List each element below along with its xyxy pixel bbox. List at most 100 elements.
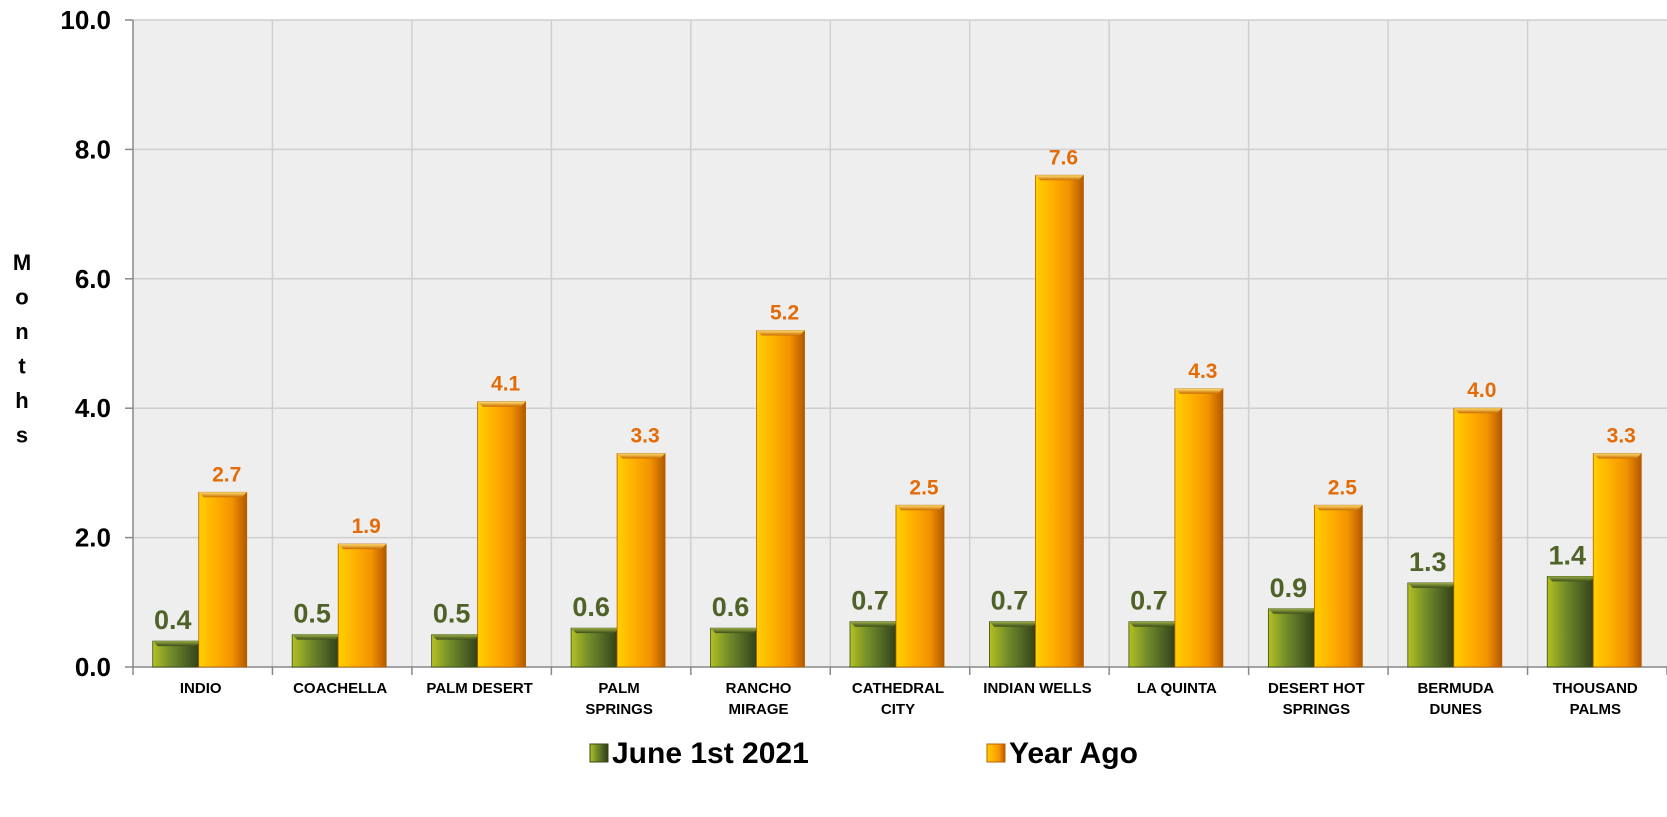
bar-june-2021 — [1408, 583, 1456, 667]
bar-june-2021 — [989, 622, 1037, 667]
x-axis-category-label: INDIAN WELLS — [983, 680, 1091, 697]
y-tick-label: 4.0 — [75, 393, 111, 423]
data-label-year-ago: 2.5 — [1328, 476, 1358, 499]
bar-june-2021 — [711, 628, 759, 667]
data-label-june-2021: 0.6 — [712, 592, 750, 622]
y-tick-label: 8.0 — [75, 134, 111, 164]
legend-swatch-year-ago — [987, 744, 1005, 762]
bar-year-ago — [1314, 505, 1362, 667]
bar-cap-year-ago — [478, 402, 526, 407]
bar-cap-june-2021 — [1268, 609, 1316, 614]
data-label-june-2021: 1.3 — [1409, 547, 1447, 577]
x-axis-category-label: DESERT HOT SPRINGS — [1268, 680, 1365, 718]
x-axis-labels: INDIO COACHELLA PALM DESERT PALM SPRINGS RANC… — [180, 680, 1638, 718]
bar-june-2021 — [1268, 609, 1316, 667]
bar-cap-year-ago — [338, 544, 386, 549]
bar-year-ago — [757, 331, 805, 667]
data-label-june-2021: 0.5 — [433, 599, 471, 629]
data-label-year-ago: 5.2 — [770, 302, 799, 325]
bar-june-2021 — [571, 628, 619, 667]
bar-cap-june-2021 — [1547, 576, 1595, 581]
data-label-year-ago: 4.0 — [1467, 379, 1496, 402]
data-label-year-ago: 4.3 — [1188, 360, 1217, 383]
data-label-year-ago: 1.9 — [352, 515, 381, 538]
bar-year-ago — [1454, 408, 1502, 667]
category-label-line: CATHEDRAL — [852, 680, 944, 697]
y-tick-label: 0.0 — [75, 652, 111, 682]
category-label-line: PALMS — [1570, 701, 1621, 718]
bar-year-ago — [478, 402, 526, 667]
bar-year-ago — [1035, 175, 1083, 667]
bar-cap-year-ago — [1035, 175, 1083, 180]
x-axis-category-label: RANCHO MIRAGE — [726, 680, 792, 718]
y-tick-label: 10.0 — [60, 5, 111, 35]
category-label-line: RANCHO — [726, 680, 792, 697]
bar-year-ago — [896, 505, 944, 667]
bar-cap-year-ago — [199, 492, 247, 497]
category-label-line: THOUSAND — [1553, 680, 1638, 697]
x-axis-category-label: PALM DESERT — [426, 680, 532, 697]
bar-year-ago — [338, 544, 386, 667]
bar-cap-june-2021 — [1129, 622, 1177, 627]
category-label-line: LA QUINTA — [1137, 680, 1217, 697]
bar-cap-year-ago — [1314, 505, 1362, 510]
y-axis-label-char: t — [18, 354, 26, 379]
category-label-line: DUNES — [1430, 701, 1483, 718]
data-label-year-ago: 2.5 — [909, 476, 939, 499]
x-axis-category-label: BERMUDA DUNES — [1417, 680, 1494, 718]
legend-swatch-june-2021 — [590, 744, 608, 762]
data-label-june-2021: 0.4 — [154, 605, 192, 635]
bar-june-2021 — [1547, 576, 1595, 667]
category-label-line: DESERT HOT — [1268, 680, 1365, 697]
bar-cap-year-ago — [757, 331, 805, 336]
category-label-line: INDIAN WELLS — [983, 680, 1091, 697]
bar-year-ago — [617, 453, 665, 667]
bar-cap-year-ago — [1175, 389, 1223, 394]
bar-cap-june-2021 — [292, 635, 340, 640]
x-axis-category-label: LA QUINTA — [1137, 680, 1217, 697]
bar-cap-june-2021 — [711, 628, 759, 633]
category-label-line: SPRINGS — [1283, 701, 1351, 718]
bar-june-2021 — [1129, 622, 1177, 667]
category-label-line: CITY — [881, 701, 915, 718]
bar-year-ago — [1593, 453, 1641, 667]
x-axis-category-label: INDIO — [180, 680, 222, 697]
bar-cap-june-2021 — [1408, 583, 1456, 588]
data-label-year-ago: 4.1 — [491, 373, 521, 396]
category-label-line: BERMUDA — [1417, 680, 1494, 697]
legend-label-year-ago: Year Ago — [1009, 737, 1138, 770]
category-label-line: COACHELLA — [293, 680, 387, 697]
data-label-june-2021: 1.4 — [1548, 540, 1586, 570]
category-label-line: PALM DESERT — [426, 680, 532, 697]
data-label-year-ago: 3.3 — [630, 424, 659, 447]
y-axis-label-char: h — [15, 388, 28, 413]
bar-cap-june-2021 — [153, 641, 201, 646]
data-label-june-2021: 0.7 — [1130, 586, 1168, 616]
x-axis-category-label: CATHEDRAL CITY — [852, 680, 944, 718]
category-label-line: PALM — [598, 680, 639, 697]
data-label-year-ago: 7.6 — [1049, 146, 1078, 169]
data-label-june-2021: 0.7 — [851, 586, 889, 616]
y-tick-label: 6.0 — [75, 264, 111, 294]
bar-cap-year-ago — [1593, 453, 1641, 458]
bar-year-ago — [1175, 389, 1223, 667]
data-label-june-2021: 0.6 — [572, 592, 610, 622]
data-label-june-2021: 0.9 — [1270, 573, 1308, 603]
bar-cap-june-2021 — [850, 622, 898, 627]
y-axis-ticks: 0.0 2.0 4.0 6.0 8.0 10.0 — [60, 5, 111, 682]
x-axis-category-label: PALM SPRINGS — [585, 680, 653, 718]
y-axis-label-char: n — [15, 319, 28, 344]
y-axis-label-char: s — [16, 423, 28, 448]
data-label-year-ago: 2.7 — [212, 463, 241, 486]
bar-cap-year-ago — [617, 453, 665, 458]
bar-cap-june-2021 — [989, 622, 1037, 627]
y-axis-label: Months — [13, 250, 31, 448]
bar-cap-june-2021 — [571, 628, 619, 633]
x-axis-category-label: THOUSAND PALMS — [1553, 680, 1638, 718]
data-label-june-2021: 0.5 — [293, 599, 331, 629]
y-tick-label: 2.0 — [75, 523, 111, 553]
legend-label-june-2021: June 1st 2021 — [612, 737, 809, 770]
x-axis-category-label: COACHELLA — [293, 680, 387, 697]
data-label-year-ago: 3.3 — [1607, 424, 1636, 447]
